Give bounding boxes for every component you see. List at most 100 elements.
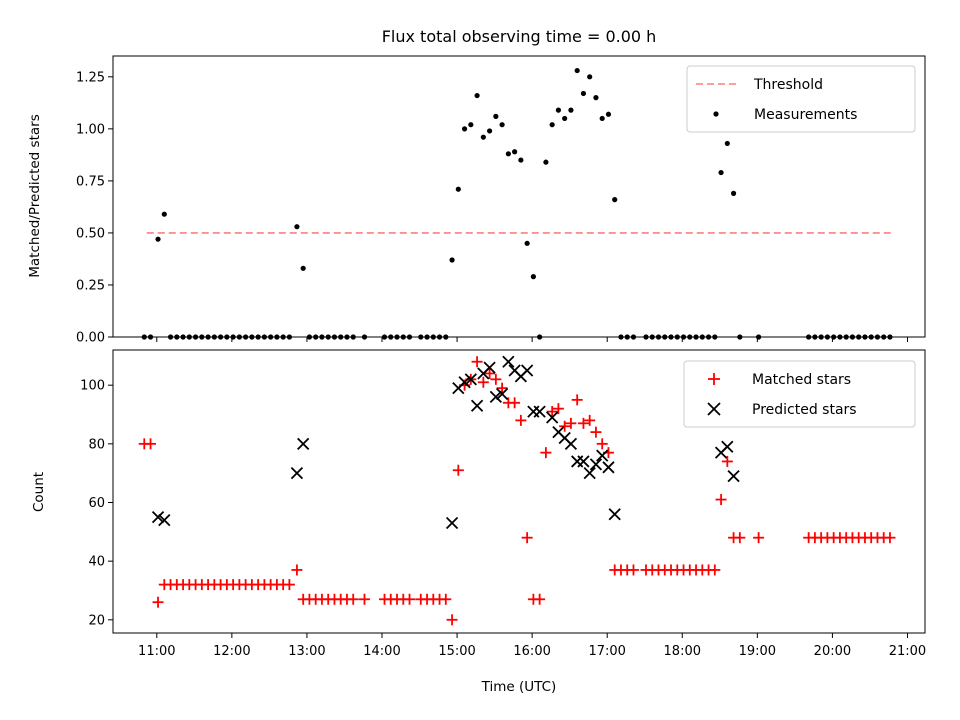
matched-star-points [138, 356, 896, 626]
measurement-point [486, 128, 493, 134]
measurement-point [480, 134, 486, 140]
predicted-star-point [533, 405, 546, 418]
x-tick-label: 12:00 [213, 644, 250, 659]
predicted-star-point [520, 364, 534, 377]
measurement-point [455, 186, 461, 192]
top-y-tick-label: 1.25 [76, 70, 105, 85]
matched-star-point [515, 414, 527, 426]
predicted-star-point [470, 399, 484, 412]
bottom-y-axis-label: Count [31, 472, 47, 512]
predicted-star-point [589, 458, 603, 471]
predicted-star-point [583, 467, 596, 480]
predicted-star-point [464, 373, 477, 386]
predicted-star-point [489, 390, 502, 404]
matched-star-point [452, 464, 464, 476]
legend-matched-label: Matched stars [752, 372, 851, 388]
top-y-tick-label: 1.00 [76, 122, 105, 137]
matched-star-point [884, 532, 896, 544]
matched-star-point [534, 593, 546, 605]
top-y-axis-label: Matched/Predicted stars [27, 114, 43, 277]
matched-star-point [596, 438, 608, 450]
matched-star-point [521, 532, 533, 544]
matched-star-point [404, 593, 416, 605]
measurement-point [580, 90, 587, 97]
predicted-star-point [495, 387, 509, 401]
predicted-star-point [297, 437, 310, 450]
measurement-point [493, 113, 499, 119]
matched-star-point [571, 394, 583, 406]
measurement-point [599, 115, 605, 122]
measurement-point [155, 236, 161, 242]
x-tick-label: 14:00 [363, 644, 400, 659]
predicted-star-point [596, 449, 609, 462]
matched-star-point [715, 494, 727, 506]
measurement-point [730, 190, 737, 196]
predicted-star-point [527, 405, 540, 418]
measurement-point [530, 274, 536, 280]
predicted-star-point [564, 437, 578, 450]
x-tick-label: 18:00 [664, 644, 701, 659]
predicted-star-point [571, 455, 584, 468]
matched-star-point [540, 447, 552, 459]
measurement-point [605, 111, 612, 117]
bottom-legend: Matched stars Predicted stars [683, 360, 916, 428]
measurement-point [524, 240, 530, 246]
matched-star-point [347, 593, 359, 605]
x-tick-label: 16:00 [513, 644, 550, 659]
legend-predicted-swatch [707, 402, 721, 416]
measurement-point [593, 95, 599, 101]
bottom-y-tick-label: 100 [80, 379, 105, 394]
measurement-point [555, 107, 562, 113]
matched-star-point [577, 417, 589, 429]
measurement-point [161, 211, 167, 217]
bottom-x-ticks: 11:00 12:00 13:00 14:00 15:00 16:00 17:00 18:00… [138, 633, 926, 659]
matched-star-point [440, 593, 452, 605]
bottom-y-ticks: 20 40 60 80 100 [80, 379, 113, 628]
predicted-star-point [727, 469, 740, 483]
legend-threshold-label: Threshold [753, 77, 823, 93]
matched-star-point [546, 406, 558, 418]
predicted-star-points [151, 355, 740, 530]
matched-star-point [291, 564, 303, 576]
matched-star-point [496, 382, 508, 394]
legend-matched-swatch [708, 373, 720, 385]
bottom-y-tick-label: 20 [88, 613, 105, 628]
top-y-tick-label: 0.75 [76, 174, 105, 189]
top-axes-frame [112, 55, 926, 338]
matched-star-point [471, 356, 483, 368]
matched-star-point [552, 403, 564, 415]
x-tick-label: 17:00 [588, 644, 625, 659]
predicted-star-point [502, 355, 515, 368]
x-tick-label: 13:00 [288, 644, 325, 659]
matched-star-point [283, 579, 295, 591]
predicted-star-point [546, 411, 559, 424]
matched-star-point [509, 397, 521, 409]
measurement-point [724, 140, 730, 147]
measurement-point [505, 151, 511, 157]
predicted-star-point [608, 508, 621, 521]
matched-star-point [152, 596, 164, 608]
x-tick-label: 19:00 [739, 644, 776, 659]
bottom-y-tick-label: 40 [88, 555, 105, 570]
measurement-point [587, 74, 593, 80]
predicted-star-point [290, 467, 304, 480]
matched-star-point [490, 373, 502, 385]
measurement-point [294, 224, 300, 230]
matched-star-point [734, 532, 746, 544]
top-y-tick-label: 0.50 [76, 226, 105, 241]
measurement-point [499, 122, 505, 128]
predicted-star-point [445, 516, 459, 530]
measurement-point [612, 197, 618, 203]
measurement-point [300, 265, 306, 271]
measurement-point [461, 126, 468, 132]
measurement-point [518, 157, 524, 163]
measurement-point [549, 122, 555, 128]
matched-star-point [753, 532, 765, 544]
bottom-axes-frame [112, 349, 926, 634]
measurement-point [449, 257, 455, 263]
x-tick-label: 15:00 [438, 644, 475, 659]
predicted-star-point [721, 440, 734, 453]
matched-star-point [584, 414, 596, 426]
matched-star-point [145, 438, 157, 450]
